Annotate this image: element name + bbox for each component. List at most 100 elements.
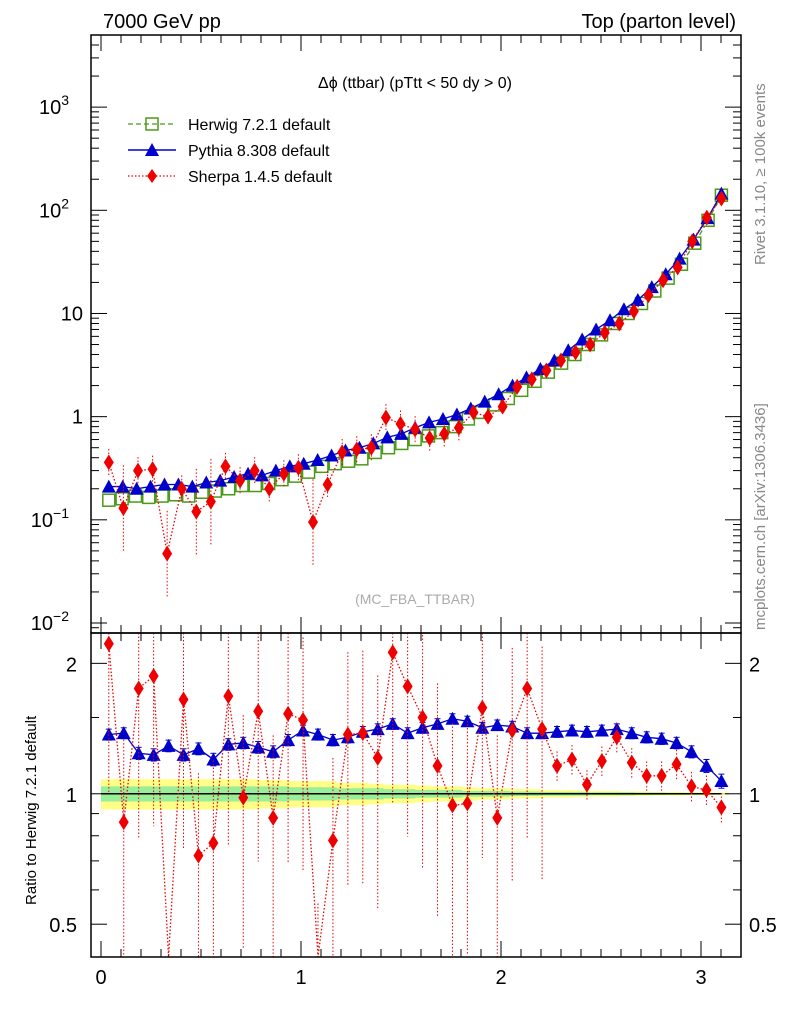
- main-point-sherpa: [541, 362, 552, 379]
- main-point-pythia: [129, 481, 144, 495]
- ratio-ytick-label: 1: [66, 785, 77, 807]
- main-point-sherpa: [512, 378, 523, 395]
- main-point-sherpa: [205, 493, 216, 510]
- ratio-point-pythia: [325, 733, 340, 747]
- ratio-point-pythia: [550, 724, 565, 738]
- ratio-panel: 0.5 0.5 1 1 2 2 0 1 2 3 Ratio to Herwig 7.2.1 def…: [23, 632, 777, 989]
- ratio-point-sherpa: [626, 754, 637, 771]
- ratio-point-pythia: [654, 731, 669, 745]
- main-point-pythia: [477, 394, 492, 408]
- ratio-point-sherpa: [223, 688, 234, 705]
- main-ytick-label: 102: [39, 195, 69, 222]
- main-point-herwig: [142, 490, 156, 505]
- ratio-point-sherpa: [596, 753, 607, 770]
- ratio-point-sherpa: [148, 667, 159, 684]
- main-point-sherpa: [497, 398, 508, 415]
- main-point-pythia: [575, 332, 590, 346]
- ratio-point-pythia: [594, 723, 609, 737]
- ratio-point-sherpa: [268, 809, 279, 826]
- ratio-point-sherpa: [701, 782, 712, 799]
- main-point-sherpa: [366, 439, 377, 456]
- ratio-series-layer: [101, 633, 729, 958]
- main-point-herwig: [248, 478, 263, 493]
- main-point-sherpa: [628, 303, 639, 320]
- main-point-sherpa: [526, 371, 537, 388]
- main-point-sherpa: [118, 500, 129, 517]
- ratio-point-sherpa: [671, 756, 682, 773]
- ratio-point-sherpa: [447, 797, 458, 814]
- ratio-point-pythia: [609, 722, 624, 736]
- main-point-sherpa: [147, 461, 158, 478]
- main-point-sherpa: [162, 545, 173, 562]
- rivet-label: Rivet 3.1.10, ≥ 100k events: [752, 83, 769, 265]
- main-line-herwig: [108, 194, 722, 501]
- main-point-pythia: [672, 251, 687, 265]
- ratio-point-sherpa: [253, 703, 264, 720]
- ratio-point-sherpa: [178, 691, 189, 708]
- main-point-herwig: [102, 493, 116, 507]
- ratio-point-sherpa: [477, 699, 488, 716]
- ratio-point-pythia: [699, 758, 714, 772]
- ratio-band: [101, 779, 730, 810]
- ratio-ytick-label-right: 0.5: [749, 915, 777, 937]
- main-ytick-label: 1: [72, 407, 83, 429]
- main-point-sherpa: [351, 441, 362, 458]
- legend-sherpa-label: Sherpa 1.4.5 default: [188, 169, 333, 186]
- ratio-point-pythia: [221, 737, 236, 751]
- ratio-point-pythia: [684, 744, 699, 758]
- main-point-sherpa: [132, 462, 143, 479]
- main-point-pythia: [616, 302, 631, 316]
- ratio-ytick-label-right: 1: [749, 785, 760, 807]
- main-point-sherpa: [643, 287, 654, 304]
- ratio-point-sherpa: [611, 729, 622, 746]
- main-point-sherpa: [395, 415, 406, 432]
- main-point-sherpa: [716, 190, 727, 207]
- main-point-sherpa: [468, 404, 479, 421]
- main-point-pythia: [254, 468, 269, 482]
- main-point-sherpa: [701, 209, 712, 226]
- main-panel: 10−2 10−1 1 10 102 103 Δϕ (ttbar) (pTtt < 50 …: [31, 34, 742, 635]
- main-point-sherpa: [585, 336, 596, 353]
- ratio-point-pythia: [669, 735, 684, 749]
- main-point-sherpa: [293, 459, 304, 476]
- ratio-point-pythia: [579, 724, 594, 738]
- legend-sherpa-marker: [147, 169, 157, 183]
- ratio-point-sherpa: [641, 767, 652, 784]
- main-point-sherpa: [439, 425, 450, 442]
- main-point-pythia: [324, 448, 339, 462]
- ratio-point-pythia: [310, 727, 325, 741]
- main-line-sherpa: [108, 198, 722, 554]
- main-point-sherpa: [249, 462, 260, 479]
- main-point-sherpa: [410, 421, 421, 438]
- ratio-point-pythia: [116, 726, 131, 740]
- ratio-point-sherpa: [283, 705, 294, 722]
- legend: Herwig 7.2.1 default Pythia 8.308 defaul…: [128, 117, 333, 186]
- main-watermark: (MC_FBA_TTBAR): [355, 591, 475, 607]
- ratio-xtick-label: 0: [95, 967, 106, 989]
- main-series-sherpa: [103, 190, 727, 597]
- ratio-point-pythia: [176, 747, 191, 761]
- ratio-point-sherpa: [417, 709, 428, 726]
- main-point-sherpa: [278, 465, 289, 482]
- ratio-point-sherpa: [492, 809, 503, 826]
- main-point-pythia: [589, 322, 604, 336]
- ratio-ylabel: Ratio to Herwig 7.2.1 default: [23, 715, 40, 905]
- ratio-point-sherpa: [208, 834, 219, 851]
- main-point-pythia: [241, 466, 256, 480]
- ratio-point-pythia: [251, 740, 266, 754]
- main-point-sherpa: [235, 472, 246, 489]
- main-point-pythia: [282, 459, 297, 473]
- ratio-point-pythia: [564, 723, 579, 737]
- ratio-point-sherpa: [327, 832, 338, 849]
- main-point-sherpa: [337, 444, 348, 461]
- ratio-point-pythia: [714, 774, 729, 788]
- ratio-point-pythia: [445, 711, 460, 725]
- ratio-point-pythia: [639, 730, 654, 744]
- main-point-sherpa: [453, 419, 464, 436]
- ratio-line-sherpa: [108, 643, 722, 958]
- main-point-pythia: [310, 453, 325, 467]
- ratio-point-sherpa: [357, 725, 368, 742]
- ratio-series-pythia: [101, 711, 729, 789]
- main-point-pythia: [199, 475, 214, 489]
- ratio-point-sherpa: [537, 721, 548, 738]
